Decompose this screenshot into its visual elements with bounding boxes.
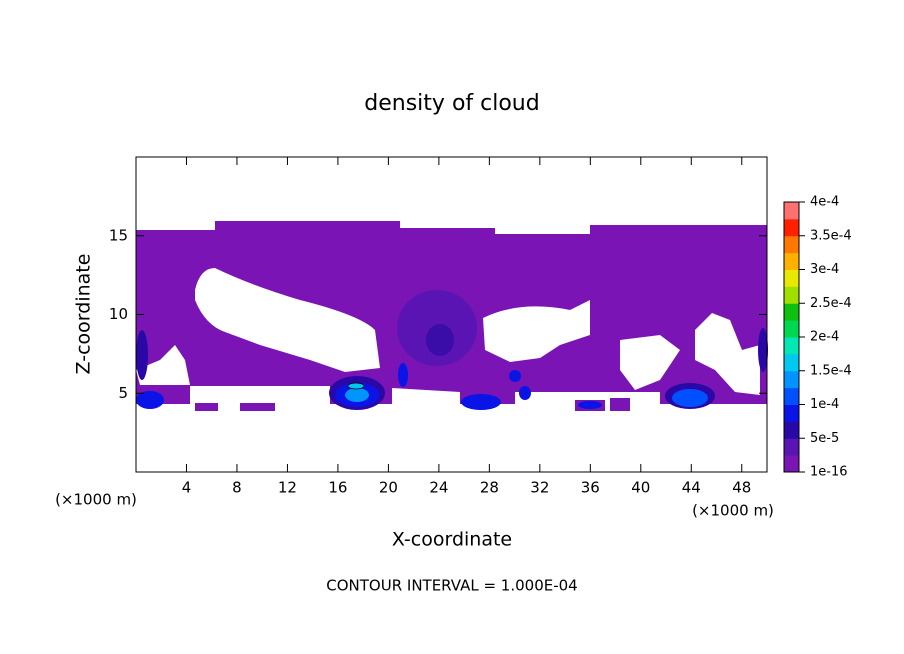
x-tick-label: 32	[530, 479, 549, 497]
x-tick-label: 44	[682, 479, 701, 497]
y-tick-label: 5	[118, 384, 128, 402]
x-tick-label: 28	[480, 479, 499, 497]
colorbar-swatch	[784, 269, 799, 287]
x-unit: (×1000 m)	[692, 502, 774, 520]
colorbar-label: 2e-4	[810, 330, 839, 345]
x-tick-label: 48	[732, 479, 751, 497]
x-tick-label: 16	[328, 479, 347, 497]
contour-field	[136, 221, 768, 412]
y-axis-label: Z-coordinate	[73, 254, 95, 375]
colorbar-label: 1e-16	[810, 465, 848, 480]
x-axis-label: X-coordinate	[392, 529, 512, 551]
colorbar-label: 1.5e-4	[810, 363, 852, 378]
colorbar-swatch	[784, 235, 799, 254]
x-tick-label: 20	[379, 479, 398, 497]
colorbar-swatch	[784, 438, 799, 456]
x-tick-label: 12	[278, 479, 297, 497]
colorbar-swatch	[784, 303, 799, 321]
colorbar-swatch	[784, 455, 799, 473]
colorbar-swatch	[784, 286, 799, 304]
y-tick-label: 15	[109, 226, 128, 244]
y-tick-label: 10	[109, 305, 128, 323]
colorbar-swatch	[784, 421, 799, 439]
y-unit: (×1000 m)	[55, 491, 137, 509]
colorbar-swatch	[784, 218, 799, 237]
x-tick-label: 24	[429, 479, 448, 497]
colorbar-label: 5e-5	[810, 431, 839, 446]
colorbar-swatch	[784, 353, 799, 372]
x-tick-label: 36	[581, 479, 600, 497]
footnote: CONTOUR INTERVAL = 1.000E-04	[326, 577, 577, 595]
colorbar-label: 2.5e-4	[810, 296, 852, 311]
colorbar-label: 3.5e-4	[810, 228, 852, 243]
colorbar-swatch	[784, 370, 799, 389]
colorbar-swatch	[784, 320, 799, 338]
x-tick-label: 40	[631, 479, 650, 497]
colorbar-swatch	[784, 202, 799, 220]
colorbar-swatch	[784, 387, 799, 405]
chart-title: density of cloud	[364, 91, 539, 116]
x-tick-label: 4	[182, 479, 192, 497]
colorbar-label: 4e-4	[810, 195, 839, 210]
colorbar-swatch	[784, 404, 799, 422]
colorbar-label: 3e-4	[810, 262, 839, 277]
colorbar-swatch	[784, 252, 799, 270]
x-tick-label: 8	[232, 479, 242, 497]
colorbar-label: 1e-4	[810, 397, 839, 412]
colorbar-swatch	[784, 337, 799, 355]
